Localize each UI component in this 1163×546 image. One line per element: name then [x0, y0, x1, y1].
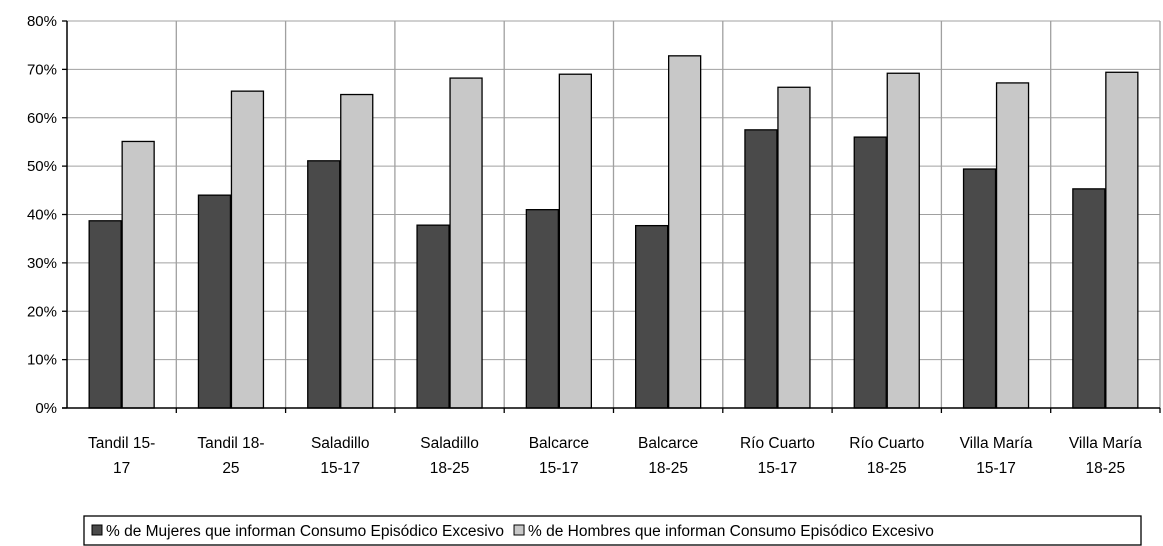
bar-mujeres — [307, 160, 341, 409]
x-tick-label-line: 17 — [113, 460, 130, 477]
legend-box — [83, 515, 1142, 546]
bar-hombres — [558, 73, 592, 409]
x-tick-label: Río Cuarto 18-25 — [849, 435, 924, 477]
x-tick-label-line: Villa María — [1069, 435, 1142, 452]
legend-swatch — [513, 524, 525, 536]
x-tick-label-line: Balcarce — [529, 435, 589, 452]
x-tick-label-line: Río Cuarto — [849, 435, 924, 452]
bar-mujeres — [853, 136, 887, 409]
x-tick-label-line: 15-17 — [758, 460, 798, 477]
bar-mujeres — [416, 224, 450, 409]
bar-hombres — [1105, 71, 1139, 409]
bar-hombres — [449, 77, 483, 409]
bar-mujeres — [744, 129, 778, 409]
y-tick-label: 50% — [27, 158, 57, 175]
legend: % de Mujeres que informan Consumo Episód… — [83, 515, 1142, 546]
x-tick-label: Tandil 15- 17 — [88, 435, 155, 477]
bar-mujeres — [962, 168, 997, 409]
bar-hombres — [340, 93, 374, 409]
bar-hombres — [777, 86, 811, 409]
y-tick-label: 60% — [27, 110, 57, 127]
y-tick-label: 20% — [27, 303, 57, 320]
legend-label: % de Mujeres que informan Consumo Episód… — [106, 523, 504, 540]
y-tick-label: 30% — [27, 255, 57, 272]
category-separators — [175, 21, 1161, 408]
x-tick-label-line: 15-17 — [320, 460, 360, 477]
x-tick-label-line: 18-25 — [430, 460, 470, 477]
x-tick-label: Balcarce 15-17 — [529, 435, 589, 477]
legend-swatch — [91, 524, 103, 536]
x-tick-label-line: Saladillo — [311, 435, 370, 452]
bar-mujeres — [197, 194, 232, 409]
x-tick-label-line: 15-17 — [976, 460, 1016, 477]
x-tick-label-line: Balcarce — [638, 435, 698, 452]
x-tick-label-line: Villa María — [960, 435, 1033, 452]
bar-mujeres — [1072, 188, 1106, 409]
x-tick-label: Saladillo 15-17 — [311, 435, 370, 477]
x-tick-label-line: Saladillo — [420, 435, 479, 452]
y-tick-label: 0% — [35, 400, 57, 417]
x-tick-label-line: Tandil 15- — [88, 435, 155, 452]
x-tick-label-line: 18-25 — [1086, 460, 1126, 477]
x-tick-label-line: 18-25 — [867, 460, 907, 477]
x-tick-label: Tandil 18- 25 — [197, 435, 264, 477]
bar-hombres — [121, 140, 155, 409]
y-tick-labels: 0% 10% 20% 30% 40% 50% 60% 70% 80% — [27, 13, 57, 417]
x-tick-label-line: 15-17 — [539, 460, 579, 477]
x-tick-label: Villa María 18-25 — [1069, 435, 1142, 477]
x-tick-label: Villa María 15-17 — [960, 435, 1033, 477]
x-tick-label: Saladillo 18-25 — [420, 435, 479, 477]
x-tick-label-line: Río Cuarto — [740, 435, 815, 452]
bar-hombres — [230, 90, 265, 409]
x-tick-label: Río Cuarto 15-17 — [740, 435, 815, 477]
bar-hombres — [668, 55, 702, 409]
x-tick-label-line: 18-25 — [648, 460, 688, 477]
legend-label: % de Hombres que informan Consumo Episód… — [528, 523, 934, 540]
y-tick-label: 40% — [27, 207, 57, 224]
bar-mujeres — [635, 224, 669, 409]
bar-hombres — [995, 82, 1030, 409]
x-tick-label: Balcarce 18-25 — [638, 435, 698, 477]
bar-mujeres — [525, 209, 559, 409]
axes — [62, 20, 1161, 413]
bar-hombres — [886, 72, 920, 409]
y-tick-label: 10% — [27, 352, 57, 369]
y-tick-label: 80% — [27, 13, 57, 30]
x-tick-label-line: 25 — [222, 460, 239, 477]
bar-mujeres — [88, 220, 122, 409]
y-tick-label: 70% — [27, 61, 57, 78]
x-tick-label-line: Tandil 18- — [197, 435, 264, 452]
bars — [88, 55, 1139, 409]
